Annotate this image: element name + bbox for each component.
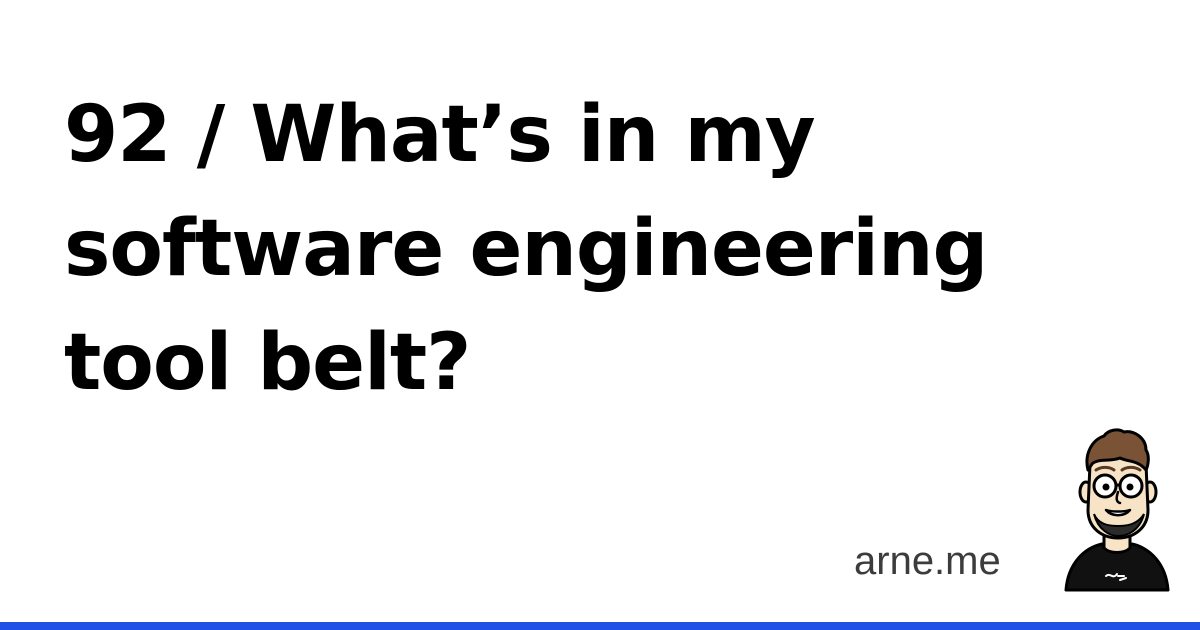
title-line-1: 92 / What’s in my xyxy=(64,90,816,180)
title-line-2: software engineering xyxy=(64,204,988,294)
cartoon-author-avatar-icon xyxy=(1064,428,1170,592)
site-domain: arne.me xyxy=(854,539,1001,583)
page-title: 92 / What’s in my software engineering t… xyxy=(64,78,1064,420)
title-line-3: tool belt? xyxy=(64,318,471,408)
accent-bar xyxy=(0,622,1200,630)
